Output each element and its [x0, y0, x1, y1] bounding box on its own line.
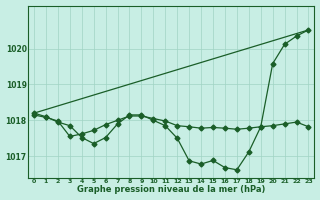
X-axis label: Graphe pression niveau de la mer (hPa): Graphe pression niveau de la mer (hPa): [77, 185, 266, 194]
